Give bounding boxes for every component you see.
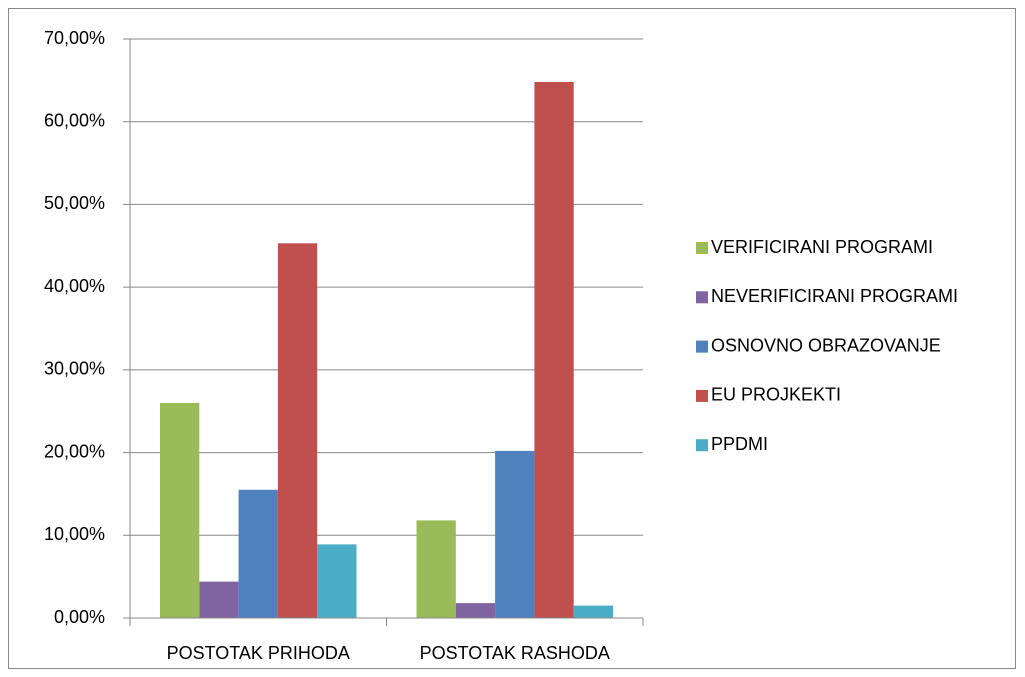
y-tick-label: 60,00% bbox=[44, 110, 105, 130]
legend-label: OSNOVNO OBRAZOVANJE bbox=[711, 335, 941, 355]
legend-swatch bbox=[696, 389, 708, 402]
bar bbox=[455, 603, 496, 618]
bar bbox=[160, 402, 200, 618]
y-tick-label: 50,00% bbox=[44, 193, 105, 213]
legend-label: NEVERIFICIRANI PROGRAMI bbox=[711, 286, 958, 306]
y-tick-label: 10,00% bbox=[44, 524, 105, 544]
bar bbox=[199, 581, 239, 618]
legend-label: PPDMI bbox=[711, 434, 768, 454]
legend-swatch bbox=[696, 291, 708, 304]
y-tick-label: 20,00% bbox=[44, 441, 105, 461]
bar bbox=[534, 82, 574, 619]
legend-label: EU PROJKEKTI bbox=[711, 385, 841, 405]
bar bbox=[317, 544, 357, 618]
y-tick-label: 30,00% bbox=[44, 359, 105, 379]
y-tick-label: 70,00% bbox=[44, 28, 105, 48]
legend-swatch bbox=[696, 340, 708, 353]
bar bbox=[277, 243, 318, 618]
y-tick-label: 0,00% bbox=[54, 607, 105, 627]
bar bbox=[495, 450, 535, 618]
bar bbox=[416, 520, 456, 618]
bar bbox=[238, 489, 278, 618]
y-tick-label: 40,00% bbox=[44, 276, 105, 296]
legend-swatch bbox=[696, 439, 708, 452]
x-tick-label: POSTOTAK RASHODA bbox=[420, 643, 610, 663]
legend-label: VERIFICIRANI PROGRAMI bbox=[711, 237, 933, 257]
legend-swatch bbox=[696, 242, 708, 254]
x-tick-label: POSTOTAK PRIHODA bbox=[167, 643, 350, 663]
bar bbox=[573, 605, 613, 618]
